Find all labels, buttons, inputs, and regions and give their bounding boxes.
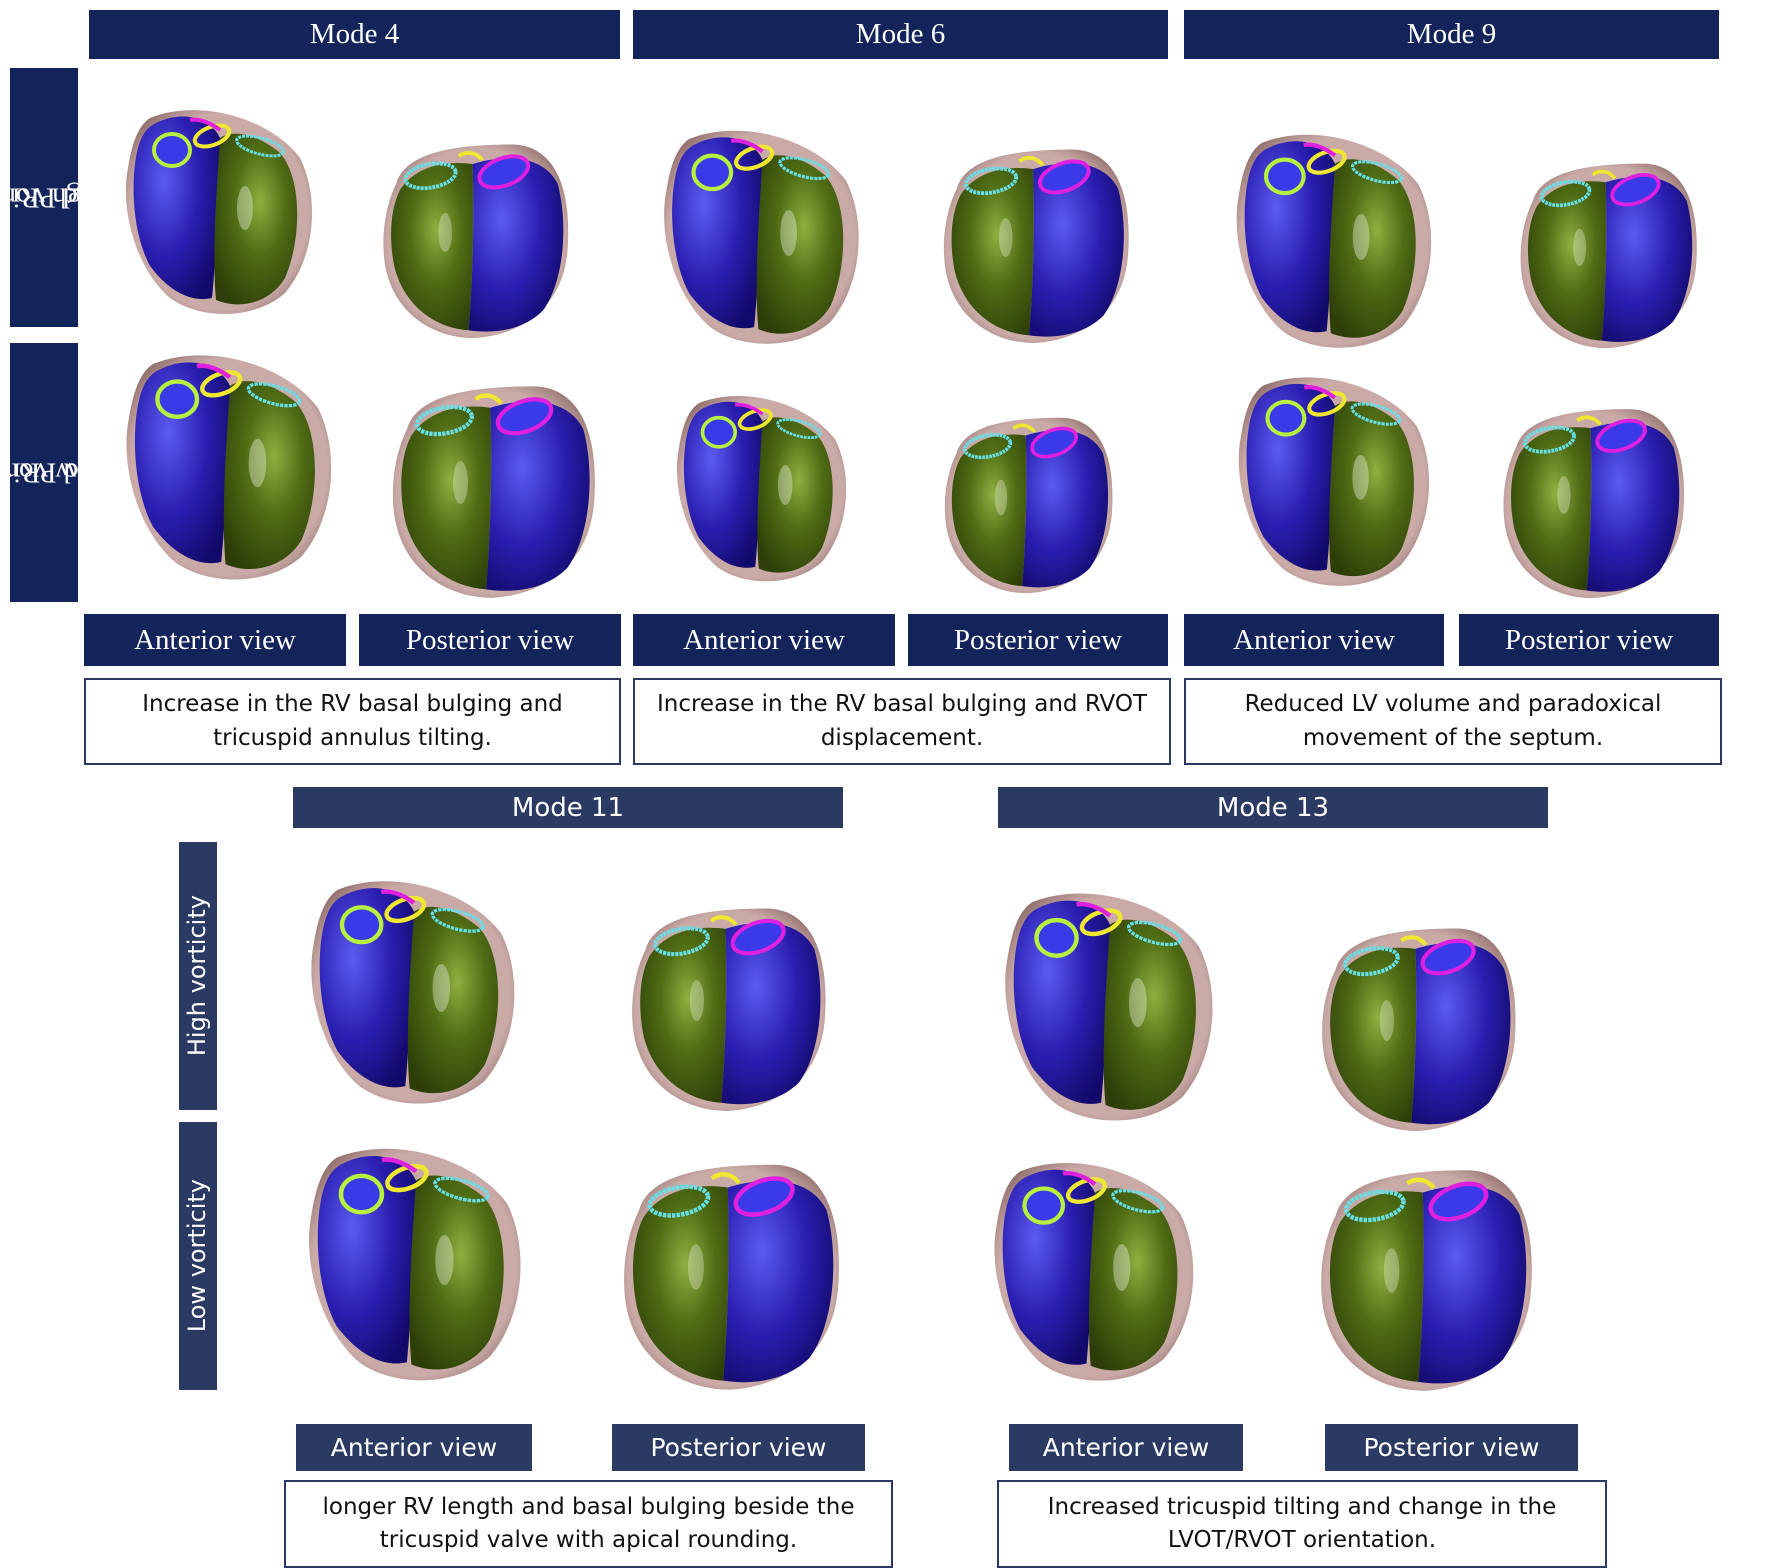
heart-mode11-low-anterior <box>296 1135 536 1385</box>
heart-mode9-high-anterior <box>1225 122 1445 352</box>
mode-4-title: Mode 4 <box>309 18 400 50</box>
heart-mode4-high-anterior <box>110 98 330 318</box>
mode-11-title: Mode 11 <box>511 792 625 823</box>
heart-mode4-low-posterior <box>375 365 610 600</box>
heart-mode9-low-posterior <box>1480 390 1705 600</box>
mode-13-header: Mode 13 <box>998 787 1548 828</box>
heart-mode6-high-anterior <box>650 118 875 348</box>
heart-mode11-high-anterior <box>298 868 530 1108</box>
mode4-posterior-view-label: Posterior view <box>359 614 621 666</box>
mode-6-title: Mode 6 <box>855 18 946 50</box>
mode-13-title: Mode 13 <box>1216 792 1330 823</box>
row-label-low-vorticity: Low vorticity <box>179 1122 217 1390</box>
heart-mode9-low-anterior <box>1225 365 1445 590</box>
heart-mode11-low-posterior <box>610 1142 850 1392</box>
mode4-anterior-view-label: Anterior view <box>84 614 346 666</box>
heart-mode4-high-posterior <box>362 125 587 340</box>
heart-mode9-high-posterior <box>1495 145 1720 350</box>
mode13-anterior-view-label: Anterior view <box>1009 1424 1243 1471</box>
mode-9-title: Mode 9 <box>1406 18 1497 50</box>
heart-mode13-low-anterior <box>980 1150 1210 1385</box>
mode-11-header: Mode 11 <box>293 787 843 828</box>
mode11-posterior-view-label: Posterior view <box>612 1424 865 1471</box>
heart-mode6-low-anterior <box>655 385 870 585</box>
heart-mode13-high-anterior <box>990 880 1230 1125</box>
row-label-high-vorticity: High vorticity <box>179 842 217 1110</box>
mode6-posterior-view-label: Posterior view <box>908 614 1168 666</box>
row-label-low-vorticity-pri: Low vorticity and PRi <box>0 343 108 602</box>
heart-mode6-low-posterior <box>920 400 1135 595</box>
mode13-description: Increased tricuspid tilting and change i… <box>997 1480 1607 1568</box>
heart-mode6-high-posterior <box>925 130 1145 345</box>
row-label-high-vorticity-pri: High vorticity and PRi <box>0 68 111 327</box>
mode-6-header: Mode 6 <box>633 10 1168 59</box>
mode-9-header: Mode 9 <box>1184 10 1719 59</box>
mode9-description: Reduced LV volume and paradoxical moveme… <box>1184 678 1722 765</box>
heart-mode13-high-posterior <box>1300 908 1535 1133</box>
heart-mode11-high-posterior <box>605 888 850 1113</box>
mode9-posterior-view-label: Posterior view <box>1459 614 1719 666</box>
row-label-low-line2: and PRi <box>12 456 106 489</box>
mode11-description: longer RV length and basal bulging besid… <box>284 1480 893 1568</box>
heart-mode13-low-posterior <box>1310 1148 1540 1393</box>
mode13-posterior-view-label: Posterior view <box>1325 1424 1578 1471</box>
mode4-description: Increase in the RV basal bulging and tri… <box>84 678 621 765</box>
mode11-anterior-view-label: Anterior view <box>296 1424 532 1471</box>
mode9-anterior-view-label: Anterior view <box>1184 614 1444 666</box>
mode-4-header: Mode 4 <box>89 10 620 59</box>
mode6-anterior-view-label: Anterior view <box>633 614 895 666</box>
heart-mode4-low-anterior <box>120 338 340 588</box>
mode6-description: Increase in the RV basal bulging and RVO… <box>633 678 1171 765</box>
